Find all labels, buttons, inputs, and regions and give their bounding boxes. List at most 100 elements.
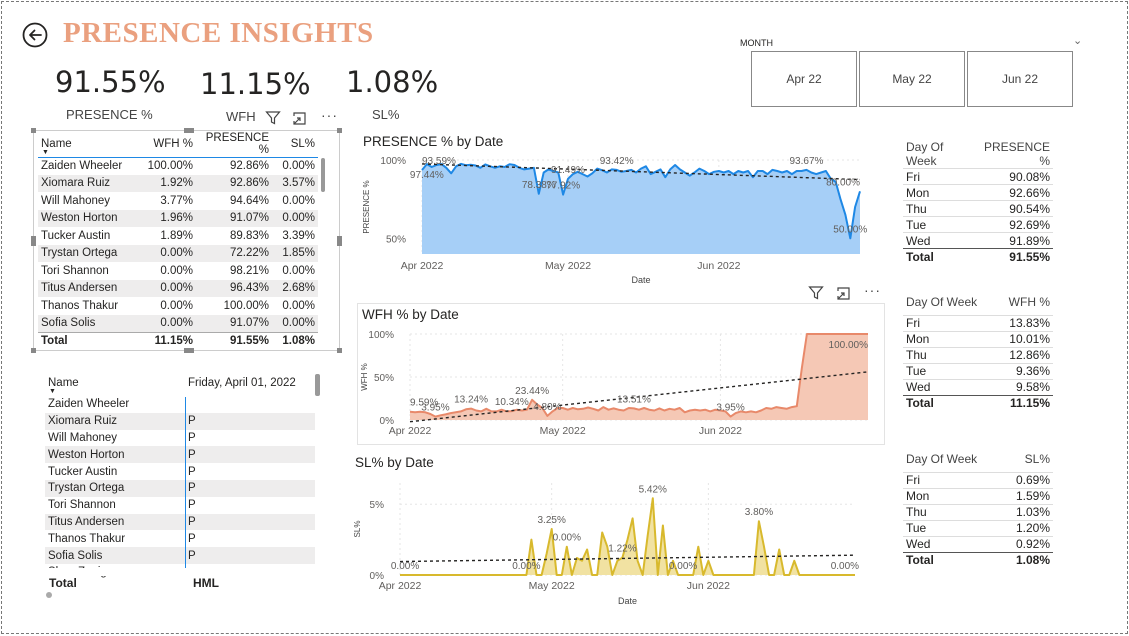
area-fill xyxy=(422,163,860,254)
matrix-header-name[interactable]: Name ▼ xyxy=(48,377,79,395)
x-tick-label: Jun 2022 xyxy=(699,425,742,437)
area-fill xyxy=(410,334,868,420)
dow-row[interactable]: Wed 0.92% xyxy=(903,535,1053,552)
table-row[interactable]: Thanos Thakur 0.00% 100.00% 0.00% xyxy=(41,299,315,312)
sort-down-icon: ▼ xyxy=(49,388,56,395)
dow-column-header[interactable]: Day Of Week xyxy=(906,451,978,466)
employee-table-visual[interactable] xyxy=(31,128,342,353)
matrix-row[interactable]: Titus Andersen P xyxy=(45,513,315,531)
dow-column-header[interactable]: PRESENCE % xyxy=(983,140,1050,168)
matrix-scrollbar-v[interactable] xyxy=(315,374,320,396)
sort-down-icon: ▼ xyxy=(42,148,49,156)
series-line xyxy=(400,497,855,576)
table-scrollbar[interactable] xyxy=(321,158,325,192)
dow-row[interactable]: Thu 12.86% xyxy=(903,346,1053,363)
x-tick-label: Apr 2022 xyxy=(401,260,444,272)
dow-total-row: Total 11.15% xyxy=(903,394,1053,411)
dow-row[interactable]: Fri 0.69% xyxy=(903,471,1053,488)
dow-total-row: Total 91.55% xyxy=(903,248,1053,265)
matrix-row[interactable]: Tori Shannon P xyxy=(48,499,196,512)
dow-row[interactable]: Mon 92.66% xyxy=(903,184,1053,201)
table-row[interactable]: Sofia Solis 0.00% 91.07% 0.00% xyxy=(38,314,318,332)
matrix-divider xyxy=(185,397,186,572)
matrix-row[interactable]: Xiomara Ruiz P xyxy=(45,412,315,430)
dow-row[interactable]: Wed 9.58% xyxy=(903,378,1053,395)
data-label: 93.42% xyxy=(600,156,634,167)
table-row[interactable]: Xiomara Ruiz 1.92% 92.86% 3.57% xyxy=(38,174,318,192)
column-header-name[interactable]: Name ▼ xyxy=(38,131,142,158)
column-header-sl[interactable]: SL% xyxy=(272,131,318,158)
more-options-icon[interactable]: ··· xyxy=(321,107,338,123)
wfh-chart-title: WFH % by Date xyxy=(362,307,459,322)
y-axis-title: PRESENCE % xyxy=(362,180,371,233)
filter-icon[interactable] xyxy=(808,285,824,301)
table-row[interactable]: Zaiden Wheeler 100.00% 92.86% 0.00% xyxy=(41,160,315,172)
data-label: 93.67% xyxy=(790,156,824,167)
table-row[interactable]: Will Mahoney 3.77% 94.64% 0.00% xyxy=(41,194,315,207)
dow-row[interactable]: Mon 1.59% xyxy=(903,487,1053,504)
dow-row[interactable]: Thu 1.03% xyxy=(903,503,1053,520)
matrix-header-date[interactable]: Friday, April 01, 2022 xyxy=(188,377,296,389)
presence-kpi-value: 91.55% xyxy=(55,65,166,99)
table-row[interactable]: Tucker Austin 1.89% 89.83% 3.39% xyxy=(41,229,315,242)
data-label: 50.00% xyxy=(833,224,867,235)
dow-row[interactable]: Tue 9.36% xyxy=(903,362,1053,379)
focus-mode-icon[interactable] xyxy=(836,286,851,301)
month-option-may[interactable]: May 22 xyxy=(859,51,965,107)
dow-column-header[interactable]: Day Of Week xyxy=(906,140,944,168)
dow-row[interactable]: Wed 91.89% xyxy=(903,232,1053,249)
data-label: 3.80% xyxy=(745,507,773,518)
table-row[interactable]: Weston Horton 1.96% 91.07% 0.00% xyxy=(38,209,318,227)
dow-column-header[interactable]: WFH % xyxy=(1008,294,1050,309)
table-row[interactable]: Tori Shannon 0.00% 98.21% 0.00% xyxy=(41,264,315,277)
data-label: 0.00% xyxy=(831,561,859,572)
attendance-matrix: Name ▼ Friday, April 01, 2022 Zaiden Whee… xyxy=(45,370,315,581)
column-header-wfh[interactable]: WFH % xyxy=(142,131,196,158)
series-line xyxy=(421,162,861,240)
sl-kpi-value: 1.08% xyxy=(346,65,439,99)
matrix-row[interactable]: Thanos Thakur P xyxy=(48,532,196,545)
matrix-row[interactable]: Weston Horton P xyxy=(45,446,315,464)
back-arrow-icon[interactable] xyxy=(22,22,48,48)
dow-presence-table: Day Of Week PRESENCE % Fri 90.08% Mon 92.66% T… xyxy=(903,140,1053,265)
matrix-scrollbar-h[interactable] xyxy=(46,592,52,598)
data-label: 9.59% xyxy=(410,398,438,409)
dow-column-header[interactable]: Day Of Week xyxy=(906,294,978,309)
dow-column-header[interactable]: SL% xyxy=(1024,451,1050,466)
wfh-by-date-chart[interactable]: 100% 50% 0%Apr 2022 May 2022 Jun 2022 WFH % 9.… xyxy=(355,322,875,440)
data-label: 0.00% xyxy=(553,533,581,544)
presence-chart-title: PRESENCE % by Date xyxy=(363,134,504,149)
x-tick-label: May 2022 xyxy=(529,580,575,592)
month-option-jun[interactable]: Jun 22 xyxy=(967,51,1073,107)
sl-by-date-chart[interactable]: 5% 0%Apr 2022 May 2022 Jun 2022 Date SL% 0.00%… xyxy=(350,475,875,610)
month-slicer-label: MONTH xyxy=(740,38,773,48)
focus-mode-icon[interactable] xyxy=(292,111,307,126)
table-total-row: Total 11.15% 91.55% 1.08% xyxy=(38,331,318,350)
dow-row[interactable]: Tue 92.69% xyxy=(903,216,1053,233)
table-row[interactable]: Trystan Ortega 0.00% 72.22% 1.85% xyxy=(38,244,318,262)
x-axis-title: Date xyxy=(618,596,637,606)
more-options-icon[interactable]: ··· xyxy=(864,282,881,298)
dow-row[interactable]: Fri 13.83% xyxy=(903,314,1053,331)
y-tick-label: 5% xyxy=(370,500,385,511)
wfh-kpi-label: WFH xyxy=(226,109,256,124)
column-header-presence[interactable]: PRESENCE % xyxy=(196,131,272,158)
dow-row[interactable]: Fri 90.08% xyxy=(903,168,1053,185)
chevron-down-icon[interactable]: ⌄ xyxy=(1073,35,1083,47)
matrix-total-label: Total xyxy=(49,576,77,590)
dow-row[interactable]: Tue 1.20% xyxy=(903,519,1053,536)
presence-by-date-chart[interactable]: 100% 50% Apr 2022 May 2022 Jun 2022 Date PRESE… xyxy=(355,150,875,290)
dow-row[interactable]: Thu 90.54% xyxy=(903,200,1053,217)
table-row[interactable]: Titus Andersen 0.00% 96.43% 2.68% xyxy=(38,279,318,297)
data-label: 91.49% xyxy=(551,165,585,176)
dow-row[interactable]: Mon 10.01% xyxy=(903,330,1053,347)
matrix-row[interactable]: Tucker Austin P xyxy=(48,465,196,478)
month-option-apr[interactable]: Apr 22 xyxy=(751,51,857,107)
matrix-row[interactable]: Trystan Ortega P xyxy=(45,479,315,497)
matrix-row[interactable]: Sofia Solis P xyxy=(45,547,315,564)
employee-table: Name ▼ WFH % PRESENCE % SL% Zaiden Wheele… xyxy=(38,131,318,350)
matrix-row[interactable]: Zaiden Wheeler xyxy=(48,398,130,411)
filter-icon[interactable] xyxy=(265,110,281,126)
matrix-row[interactable]: Will Mahoney P xyxy=(48,431,196,444)
x-tick-label: Apr 2022 xyxy=(379,580,422,592)
